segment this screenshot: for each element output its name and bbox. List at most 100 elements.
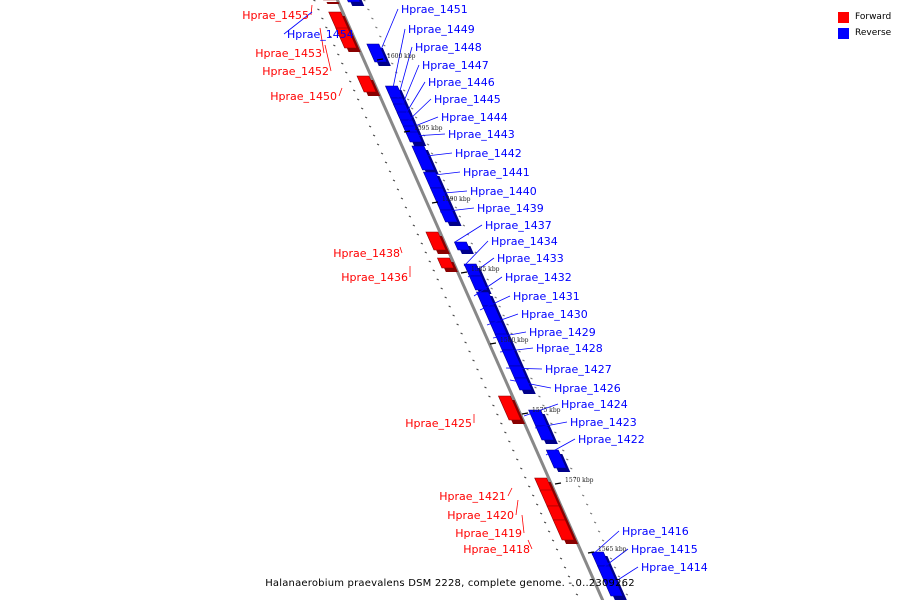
gene-label[interactable]: Hprae_1447 (422, 59, 489, 72)
gene-label[interactable]: Hprae_1415 (631, 543, 698, 556)
gene-label[interactable]: Hprae_1419 (455, 527, 522, 540)
gene-label[interactable]: Hprae_1443 (448, 128, 515, 141)
gene-label[interactable]: Hprae_1448 (415, 41, 482, 54)
gene-label[interactable]: Hprae_1454 (287, 28, 354, 41)
tick-mark (430, 152, 434, 155)
gene-label[interactable]: Hprae_1455 (242, 9, 309, 22)
legend-reverse[interactable]: Reverse (838, 25, 891, 41)
reverse-swatch (838, 27, 849, 39)
label-leader-line (417, 152, 453, 158)
tick-mark (436, 278, 439, 281)
gene-label[interactable]: Hprae_1421 (439, 490, 506, 503)
gene-feature[interactable] (552, 519, 575, 541)
tick-mark (512, 449, 515, 452)
gene-label[interactable]: Hprae_1426 (554, 382, 621, 395)
gene-label[interactable]: Hprae_1441 (463, 166, 530, 179)
gene-label[interactable]: Hprae_1450 (270, 90, 337, 103)
tick-mark (456, 323, 459, 326)
tick-mark (613, 566, 617, 569)
gene-feature[interactable] (411, 145, 436, 171)
gene-label[interactable]: Hprae_1440 (470, 185, 537, 198)
gene-feature[interactable] (436, 257, 455, 269)
gene-label[interactable]: Hprae_1425 (405, 417, 472, 430)
tick-mark (426, 143, 430, 146)
tick-mark (490, 287, 493, 290)
gene-feature[interactable] (356, 75, 377, 93)
gene-label[interactable]: Hprae_1442 (455, 147, 522, 160)
kbp-label: 1585 kbp (471, 266, 500, 273)
tick-mark (554, 431, 557, 434)
tick-mark (432, 269, 435, 272)
gene-feature[interactable] (335, 27, 358, 49)
tick-mark (478, 260, 481, 263)
label-leader-line (527, 539, 533, 550)
gene-feature[interactable] (384, 85, 404, 99)
gene-feature[interactable] (439, 209, 458, 223)
gene-label[interactable]: Hprae_1433 (497, 252, 564, 265)
gene-label[interactable]: Hprae_1439 (477, 202, 544, 215)
gene-label[interactable]: Hprae_1423 (570, 416, 637, 429)
gene-label[interactable]: Hprae_1453 (255, 47, 322, 60)
label-leader-line (283, 11, 313, 35)
gene-label[interactable]: Hprae_1424 (561, 398, 628, 411)
scale-labels: 1600 kbp 1595 kbp 1590 kbp 1585 kbp 1580 kbp… (376, 53, 627, 554)
gene-label[interactable]: Hprae_1451 (401, 3, 468, 16)
gene-label[interactable]: Hprae_1446 (428, 76, 495, 89)
gene-feature[interactable] (453, 241, 471, 251)
tick-mark (402, 89, 406, 92)
gene-feature[interactable] (468, 275, 489, 291)
gene-feature[interactable] (405, 131, 423, 143)
label-leader-line (486, 313, 519, 326)
tick-mark (410, 107, 414, 110)
gene-label[interactable]: Hprae_1418 (463, 543, 530, 556)
gene-label[interactable]: Hprae_1428 (536, 342, 603, 355)
gene-label[interactable]: Hprae_1427 (545, 363, 612, 376)
tick-mark (388, 170, 392, 173)
gene-label[interactable]: Hprae_1434 (491, 235, 558, 248)
gene-label[interactable]: Hprae_1436 (341, 271, 408, 284)
legend-forward-label: Forward (855, 12, 892, 22)
forward-swatch (838, 11, 849, 23)
gene-label[interactable]: Hprae_1449 (408, 23, 475, 36)
tick-mark (444, 296, 447, 299)
legend-forward[interactable]: Forward (838, 9, 891, 25)
tick-mark (464, 341, 467, 344)
gene-label[interactable]: Hprae_1429 (529, 326, 596, 339)
gene-label[interactable]: Hprae_1432 (505, 271, 572, 284)
gene-feature[interactable] (497, 395, 522, 421)
gene-label[interactable]: Hprae_1444 (441, 111, 508, 124)
tick-mark (522, 359, 525, 362)
tick-mark (530, 377, 533, 380)
gene-label[interactable]: Hprae_1414 (641, 561, 708, 574)
tick-mark (392, 179, 396, 182)
kbp-tick (376, 58, 384, 61)
tick-mark (348, 80, 352, 83)
gene-label[interactable]: Hprae_1452 (262, 65, 329, 78)
kbp-label: 1565 kbp (598, 546, 627, 553)
tick-mark (593, 521, 597, 524)
gene-label[interactable]: Hprae_1431 (513, 290, 580, 303)
tick-mark (428, 260, 431, 263)
label-leader-line (521, 514, 525, 534)
gene-label[interactable]: Hprae_1416 (622, 525, 689, 538)
gene-feature[interactable] (366, 43, 388, 63)
gene-label[interactable]: Hprae_1445 (434, 93, 501, 106)
gene-label[interactable]: Hprae_1420 (447, 509, 514, 522)
label-leader-line (399, 246, 403, 254)
gene-feature[interactable] (603, 579, 624, 597)
label-leader-line (401, 64, 420, 107)
gene-feature[interactable] (346, 0, 361, 3)
tick-mark (376, 143, 380, 146)
gene-feature[interactable] (425, 231, 447, 251)
gene-label[interactable]: Hprae_1437 (485, 219, 552, 232)
gene-label[interactable]: Hprae_1438 (333, 247, 400, 260)
tick-mark (496, 413, 499, 416)
gene-label[interactable]: Hprae_1430 (521, 308, 588, 321)
tick-mark (352, 89, 356, 92)
label-leader-line (439, 207, 475, 213)
gene-feature[interactable] (514, 377, 533, 391)
gene-label[interactable]: Hprae_1422 (578, 433, 645, 446)
tick-mark (337, 53, 340, 56)
gene-labels: Hprae_1455 Hprae_1454 Hprae_1453 Hprae_1452… (242, 3, 708, 574)
